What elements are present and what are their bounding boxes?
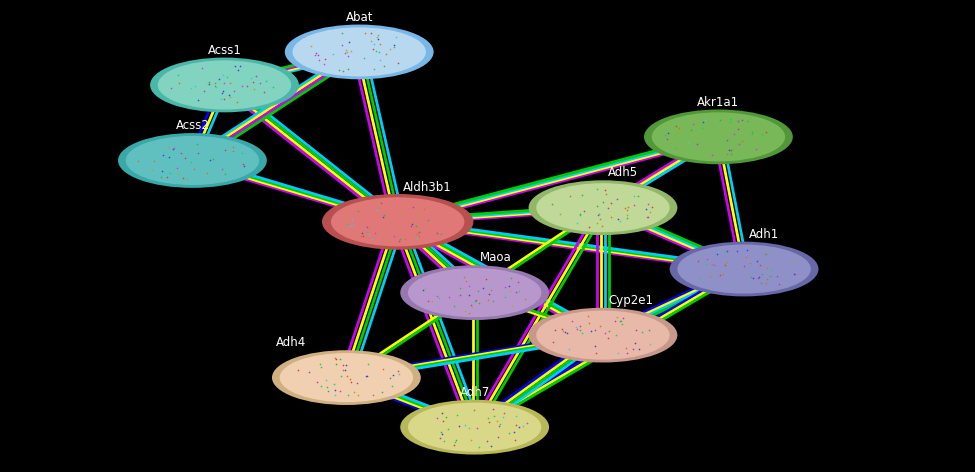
Circle shape [292, 27, 426, 76]
Circle shape [644, 110, 793, 164]
Circle shape [678, 244, 811, 294]
Text: Adh4: Adh4 [276, 336, 306, 349]
Circle shape [651, 112, 785, 161]
Text: Adh5: Adh5 [608, 166, 639, 179]
Circle shape [150, 58, 299, 112]
Circle shape [118, 133, 267, 188]
Text: Maoa: Maoa [480, 251, 512, 264]
Circle shape [322, 194, 474, 250]
Text: Adh1: Adh1 [749, 228, 779, 241]
Circle shape [272, 350, 421, 405]
Circle shape [536, 183, 670, 232]
Circle shape [401, 400, 549, 455]
Text: Acss1: Acss1 [208, 43, 242, 57]
Text: Adh7: Adh7 [459, 386, 489, 399]
Circle shape [528, 308, 678, 362]
Circle shape [285, 25, 434, 79]
Text: Acss2: Acss2 [176, 119, 210, 132]
Text: Aldh3b1: Aldh3b1 [403, 180, 451, 194]
Circle shape [126, 136, 259, 185]
Circle shape [280, 353, 413, 402]
Circle shape [408, 403, 541, 452]
Circle shape [536, 311, 670, 360]
Circle shape [670, 242, 818, 296]
Circle shape [331, 197, 464, 246]
Text: Cyp2e1: Cyp2e1 [608, 294, 653, 307]
Circle shape [528, 180, 678, 235]
Text: Abat: Abat [345, 10, 373, 24]
Text: Akr1a1: Akr1a1 [697, 95, 739, 109]
Circle shape [408, 268, 541, 317]
Circle shape [401, 265, 549, 320]
Circle shape [158, 60, 292, 110]
